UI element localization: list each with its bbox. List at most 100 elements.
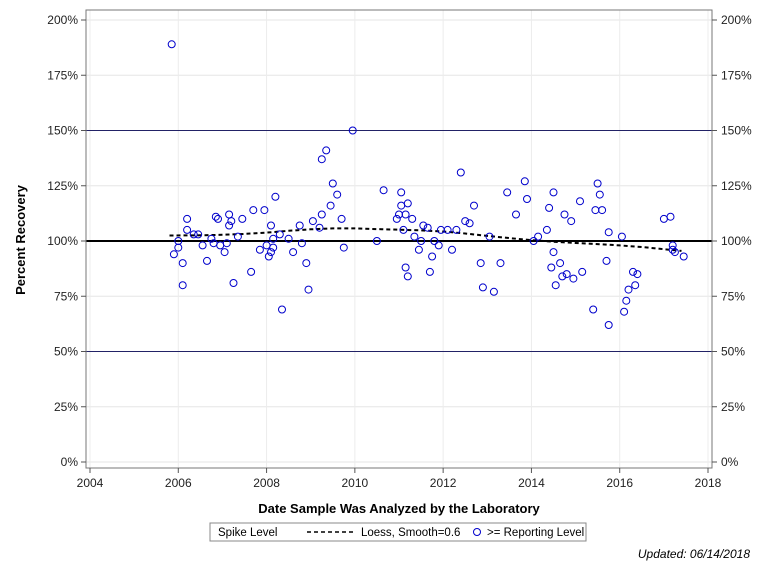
data-point: [326, 201, 335, 210]
data-points: [167, 40, 688, 329]
data-point: [512, 210, 520, 219]
data-point: [567, 217, 576, 226]
data-point: [211, 212, 220, 221]
y-tick-label-left: 200%: [47, 13, 78, 27]
data-point: [297, 239, 306, 248]
data-point: [401, 210, 410, 219]
y-tick-label-left: 150%: [47, 124, 78, 138]
data-point: [399, 225, 408, 234]
data-point: [225, 210, 234, 219]
data-point: [542, 225, 551, 234]
data-point: [620, 307, 629, 316]
data-point: [576, 197, 584, 206]
x-tick-label: 2006: [165, 476, 192, 490]
legend-label-reporting-level: >= Reporting Level: [487, 527, 584, 539]
data-point: [322, 146, 331, 155]
data-point: [337, 214, 346, 223]
data-point: [465, 219, 474, 228]
data-point: [214, 214, 222, 223]
data-point: [622, 296, 631, 305]
data-point: [589, 305, 598, 314]
data-point: [227, 217, 236, 226]
data-point: [225, 221, 234, 230]
data-point: [247, 267, 256, 276]
data-point: [267, 248, 275, 257]
y-tick-label-left: 0%: [61, 455, 79, 469]
data-point: [633, 270, 642, 279]
data-point: [178, 281, 187, 290]
data-point: [461, 217, 470, 226]
data-point: [551, 281, 560, 290]
data-point: [403, 199, 412, 208]
loess-curve: [169, 227, 682, 252]
y-tick-label-left: 75%: [54, 289, 78, 303]
data-point: [395, 210, 403, 219]
data-point: [304, 285, 313, 294]
y-tick-label-right: 75%: [721, 289, 745, 303]
data-point: [578, 267, 587, 276]
data-point: [194, 230, 203, 239]
data-point: [174, 243, 183, 252]
x-ticks: 2004 2006 2008 2010 2012 2014 2016 2018: [77, 468, 722, 490]
data-point: [556, 259, 565, 268]
data-point: [408, 214, 417, 223]
data-point: [348, 126, 357, 135]
y-tick-label-left: 50%: [54, 345, 78, 359]
data-point: [529, 237, 538, 245]
data-point: [189, 230, 198, 239]
data-point: [534, 232, 543, 241]
data-point: [260, 206, 269, 215]
y-tick-label-right: 100%: [721, 234, 752, 248]
y-ticks-right: 0% 25% 50% 75% 100% 125% 150% 175% 200%: [712, 13, 752, 469]
data-point: [397, 201, 406, 210]
data-point: [275, 230, 284, 239]
x-tick-label: 2012: [430, 476, 457, 490]
data-point: [595, 190, 604, 199]
data-point: [631, 281, 640, 290]
y-ticks-left: 0% 25% 50% 75% 100% 125% 150% 175% 200%: [47, 13, 86, 469]
data-point: [169, 250, 178, 259]
data-point: [668, 245, 677, 254]
reference-lines: [86, 130, 712, 352]
data-point: [198, 241, 207, 250]
data-point: [379, 186, 388, 195]
y-axis-title: Percent Recovery: [13, 184, 28, 295]
data-point: [269, 234, 278, 243]
data-point: [315, 223, 324, 232]
grid: [86, 10, 712, 468]
y-tick-label-right: 0%: [721, 455, 739, 469]
data-point: [278, 305, 286, 314]
legend-box: [209, 522, 587, 542]
data-point: [238, 214, 247, 223]
data-point: [233, 232, 242, 241]
data-point: [308, 217, 317, 226]
data-point: [333, 190, 342, 199]
y-tick-label-left: 25%: [54, 400, 78, 414]
data-point: [410, 232, 419, 241]
data-point: [562, 270, 571, 279]
data-point: [255, 245, 264, 254]
x-tick-label: 2018: [695, 476, 722, 490]
y-tick-label-right: 125%: [721, 179, 752, 193]
data-point: [267, 221, 275, 230]
data-point: [478, 283, 487, 292]
data-point: [470, 201, 478, 210]
legend-label-spike-level: Spike Level: [218, 527, 277, 539]
x-axis-title: Date Sample Was Analyzed by the Laborato…: [258, 501, 540, 516]
data-point: [569, 274, 578, 283]
y-tick-label-right: 200%: [721, 13, 752, 27]
data-point: [414, 245, 423, 254]
data-point: [448, 245, 456, 254]
data-point: [598, 206, 607, 215]
data-point: [545, 203, 554, 212]
data-point: [207, 234, 216, 243]
data-point: [216, 241, 225, 250]
data-point: [423, 223, 432, 232]
data-point: [520, 177, 529, 186]
data-point: [178, 259, 187, 268]
data-point: [591, 206, 600, 215]
data-point: [317, 155, 326, 164]
updated-footer: Updated: 06/14/2018: [637, 547, 750, 561]
y-tick-label-right: 175%: [721, 68, 752, 82]
